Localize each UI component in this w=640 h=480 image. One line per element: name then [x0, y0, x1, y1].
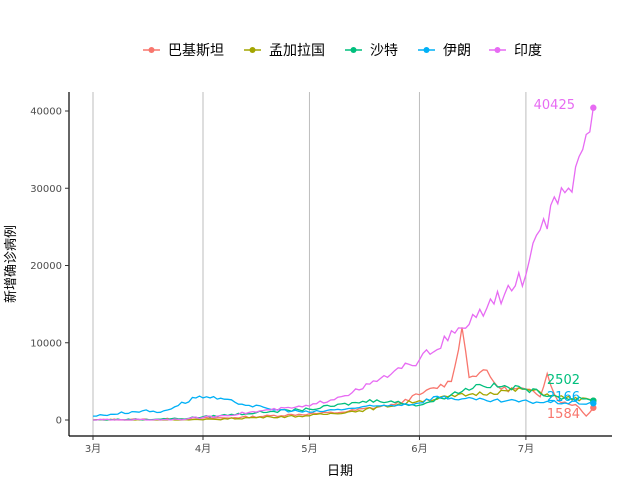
y-tick-label: 30000 — [30, 184, 62, 195]
series-line-2 — [93, 382, 594, 421]
legend-key-point — [494, 47, 501, 53]
legend-key-point — [350, 47, 357, 53]
legend-label: 沙特 — [370, 43, 398, 59]
x-tick-label: 6月 — [411, 443, 427, 455]
legend-item: 印度 — [489, 43, 542, 59]
y-axis-label: 新增确诊病例 — [3, 225, 19, 303]
legend-item: 孟加拉国 — [244, 43, 325, 59]
series-line-4 — [93, 107, 594, 421]
series-line-3 — [93, 395, 594, 417]
x-axis-label: 日期 — [327, 464, 353, 479]
y-tick-label: 0 — [56, 416, 62, 427]
legend-key-point — [148, 47, 155, 53]
x-tick-label: 4月 — [195, 443, 211, 455]
y-tick-label: 10000 — [30, 338, 62, 349]
series-line-1 — [92, 387, 594, 421]
x-tick-label: 7月 — [518, 443, 534, 455]
series-end-label-0: 1584 — [547, 407, 580, 422]
legend-item: 伊朗 — [418, 43, 471, 59]
legend-label: 印度 — [514, 43, 542, 59]
legend: 巴基斯坦 孟加拉国 沙特 伊朗 印度 — [143, 42, 542, 59]
series-end-point-4 — [590, 104, 597, 111]
y-tick-label: 20000 — [30, 261, 62, 272]
series-end-point-3 — [590, 400, 597, 407]
series-end-label-2: 2502 — [547, 373, 580, 388]
legend-item: 巴基斯坦 — [143, 42, 224, 59]
y-tick-label: 40000 — [30, 107, 62, 118]
series-end-label-4: 40425 — [534, 98, 575, 113]
series-line-0 — [92, 327, 594, 421]
legend-item: 沙特 — [345, 43, 398, 59]
legend-key-point — [423, 47, 430, 53]
legend-label: 巴基斯坦 — [168, 42, 224, 59]
legend-label: 孟加拉国 — [269, 43, 325, 59]
legend-label: 伊朗 — [443, 43, 471, 59]
series-end-label-3: 2166 — [547, 390, 580, 405]
legend-key-point — [249, 47, 256, 53]
x-tick-label: 5月 — [301, 443, 317, 455]
x-tick-label: 3月 — [85, 443, 101, 455]
series-end-point-0 — [590, 404, 597, 411]
